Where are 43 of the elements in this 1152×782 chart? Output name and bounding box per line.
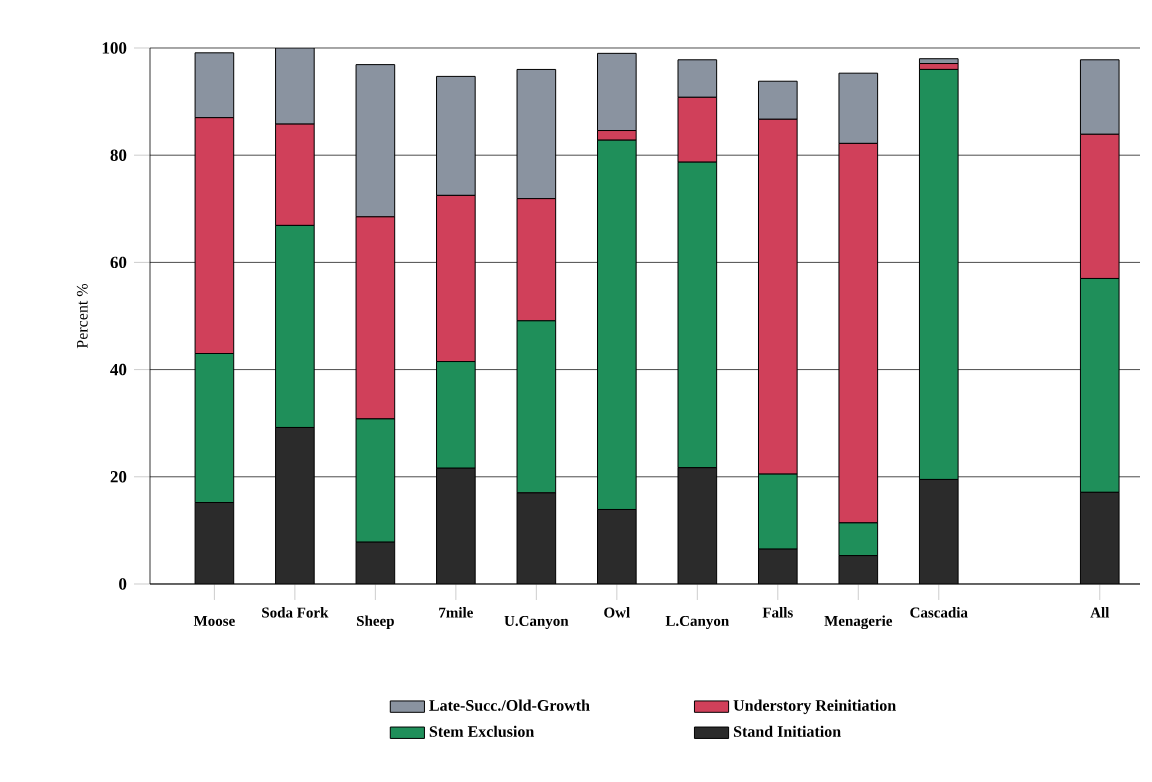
y-axis-title: Percent % [76,283,88,349]
bar [838,72,879,144]
bar [194,52,235,119]
legend-label: Stem Exclusion [429,725,535,737]
y-tick-label: 20 [110,471,127,483]
legend-label: Stand Initiation [733,725,841,737]
bar [1079,59,1120,135]
x-tick-label: Falls [762,607,793,618]
y-tick-label: 60 [110,256,127,269]
y-tick-label: 100 [102,42,127,54]
x-tick-label: Cascadia [910,607,968,618]
bar [677,59,718,98]
x-tick-label: All [1090,607,1110,618]
bar [597,509,637,584]
bar [919,479,959,584]
bar [195,502,234,584]
bar [436,468,476,584]
bar [597,52,637,132]
y-tick-label: 80 [110,149,127,161]
bar [275,48,315,125]
bar [275,427,315,584]
x-tick-label: L.Canyon [665,615,729,630]
bar [355,64,396,218]
x-tick-label: Menagerie [824,615,893,630]
bar [517,492,556,584]
bar [678,467,717,584]
bar [758,549,798,584]
bar [1079,491,1120,584]
y-tick-label: 0 [119,578,127,590]
bar [757,80,798,120]
legend-label: Late-Succ./Old-Growth [429,699,590,711]
bar [838,555,878,584]
y-tick-label: 40 [110,363,127,376]
x-tick-label: Sheep [356,615,394,630]
x-tick-label: Owl [604,607,630,618]
x-tick-label: Soda Fork [262,607,329,618]
legend-label: Understory Reinitiation [733,699,896,715]
x-tick-label: U.Canyon [504,615,569,630]
bar [436,75,476,196]
bar [516,68,557,200]
bar [356,542,395,584]
x-tick-label: Moose [193,615,235,626]
x-tick-label: 7mile [439,607,473,618]
